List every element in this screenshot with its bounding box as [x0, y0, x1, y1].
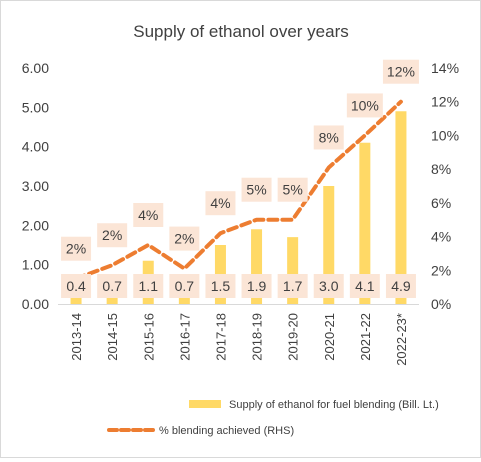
y-tick-left: 3.00: [22, 178, 49, 194]
bar-label-box-2017-18: [205, 274, 236, 298]
axes: 0.00 1.00 2.00 3.00 4.00 5.00 6.00 0% 2% 4% 6% 8% 10…: [22, 60, 459, 366]
bar-label-2013-14: 0.4: [66, 278, 86, 294]
blending-point-2022-23*: [400, 101, 401, 102]
x-tick-2020-21: 2020-21: [322, 313, 337, 361]
blending-point-2020-21: [328, 167, 329, 168]
x-tick-2019-20: 2019-20: [286, 313, 301, 361]
y-tick-right: 4%: [431, 229, 451, 245]
blending-point-2019-20: [292, 219, 293, 220]
bar-2020-21: [323, 186, 335, 304]
x-tick-2013-14: 2013-14: [69, 313, 84, 361]
bar-label-box-2018-19: [241, 274, 272, 298]
bar-label-2018-19: 1.9: [247, 278, 267, 294]
bar-label-2022-23*: 4.9: [391, 278, 411, 294]
line-label-2017-18: 4%: [210, 195, 230, 211]
bar-label-box-2021-22: [349, 274, 380, 298]
chart-title: Supply of ethanol over years: [133, 22, 348, 41]
bar-2021-22: [359, 142, 371, 304]
line-label-2014-15: 2%: [102, 227, 122, 243]
bar-label-box-2022-23*: [385, 274, 416, 298]
bar-label-2015-16: 1.1: [139, 278, 159, 294]
line-label-box-2019-20: [277, 177, 308, 202]
x-tick-2016-17: 2016-17: [177, 313, 192, 361]
blending-point-2017-18: [220, 233, 221, 234]
bar-label-2020-21: 3.0: [319, 278, 339, 294]
bar-2018-19: [251, 229, 263, 304]
bar-2022-23*: [395, 111, 407, 305]
y-tick-right: 8%: [431, 161, 451, 177]
line-label-box-2016-17: [169, 226, 200, 251]
line-label-box-2014-15: [97, 223, 128, 248]
line-label-box-2017-18: [205, 191, 236, 216]
blending-point-2014-15: [112, 265, 113, 266]
y-tick-right: 6%: [431, 195, 451, 211]
blending-point-2021-22: [364, 135, 365, 136]
line-label-box-2013-14: [61, 236, 92, 261]
line-label-2021-22: 10%: [351, 97, 379, 113]
bar-label-box-2015-16: [133, 274, 164, 298]
y-tick-left: 6.00: [22, 60, 49, 76]
data-labels: 0.4 0.7 1.1 0.7 1.5 1.9 1.7 3.0 4.1 4.9 2% 2% 4% 2% 4%…: [61, 59, 419, 298]
bar-label-2021-22: 4.1: [355, 278, 375, 294]
line-label-box-2018-19: [241, 177, 272, 202]
y-tick-right: 12%: [431, 94, 459, 110]
bar-label-2014-15: 0.7: [102, 278, 122, 294]
line-series: [74, 99, 403, 281]
x-tick-2014-15: 2014-15: [105, 313, 120, 361]
line-label-2016-17: 2%: [174, 231, 194, 247]
line-label-2013-14: 2%: [66, 241, 86, 257]
line-label-box-2020-21: [313, 125, 344, 150]
line-label-2019-20: 5%: [283, 182, 303, 198]
bar-label-2017-18: 1.5: [211, 278, 231, 294]
bar-label-box-2013-14: [61, 274, 92, 298]
bar-label-box-2016-17: [169, 274, 200, 298]
y-tick-left: 4.00: [22, 139, 49, 155]
y-tick-left: 5.00: [22, 99, 49, 115]
legend-label-supply: Supply of ethanol for fuel blending (Bil…: [229, 399, 439, 411]
y-tick-left: 0.00: [22, 296, 49, 312]
x-tick-2022-23*: 2022-23*: [394, 313, 409, 366]
blending-point-2015-16: [148, 245, 149, 246]
y-tick-right: 10%: [431, 127, 459, 143]
blending-point-2018-19: [256, 219, 257, 220]
line-label-2018-19: 5%: [246, 182, 266, 198]
y-tick-right: 0%: [431, 296, 451, 312]
line-label-2015-16: 4%: [138, 207, 158, 223]
bar-label-2016-17: 0.7: [175, 278, 195, 294]
legend-label-blending: % blending achieved (RHS): [159, 425, 294, 437]
legend: Supply of ethanol for fuel blending (Bil…: [107, 399, 439, 437]
x-tick-2017-18: 2017-18: [213, 313, 228, 361]
line-label-box-2015-16: [133, 203, 164, 227]
blending-line: [74, 99, 403, 281]
x-tick-2015-16: 2015-16: [141, 313, 156, 361]
y-tick-left: 1.00: [22, 257, 49, 273]
line-label-box-2022-23*: [382, 59, 419, 84]
bar-label-box-2019-20: [277, 274, 308, 298]
x-tick-2021-22: 2021-22: [358, 313, 373, 361]
x-tick-2018-19: 2018-19: [250, 313, 265, 361]
line-label-2020-21: 8%: [319, 129, 339, 145]
y-tick-right: 2%: [431, 262, 451, 278]
bar-label-box-2020-21: [313, 274, 344, 298]
line-label-2022-23*: 12%: [387, 64, 415, 80]
y-tick-left: 2.00: [22, 217, 49, 233]
y-tick-right: 14%: [431, 60, 459, 76]
bar-label-box-2014-15: [97, 274, 128, 298]
bar-2019-20: [287, 237, 299, 304]
blending-point-2016-17: [184, 268, 185, 269]
legend-swatch-supply: [189, 400, 221, 408]
bar-label-2019-20: 1.7: [283, 278, 303, 294]
line-label-box-2021-22: [346, 93, 383, 118]
